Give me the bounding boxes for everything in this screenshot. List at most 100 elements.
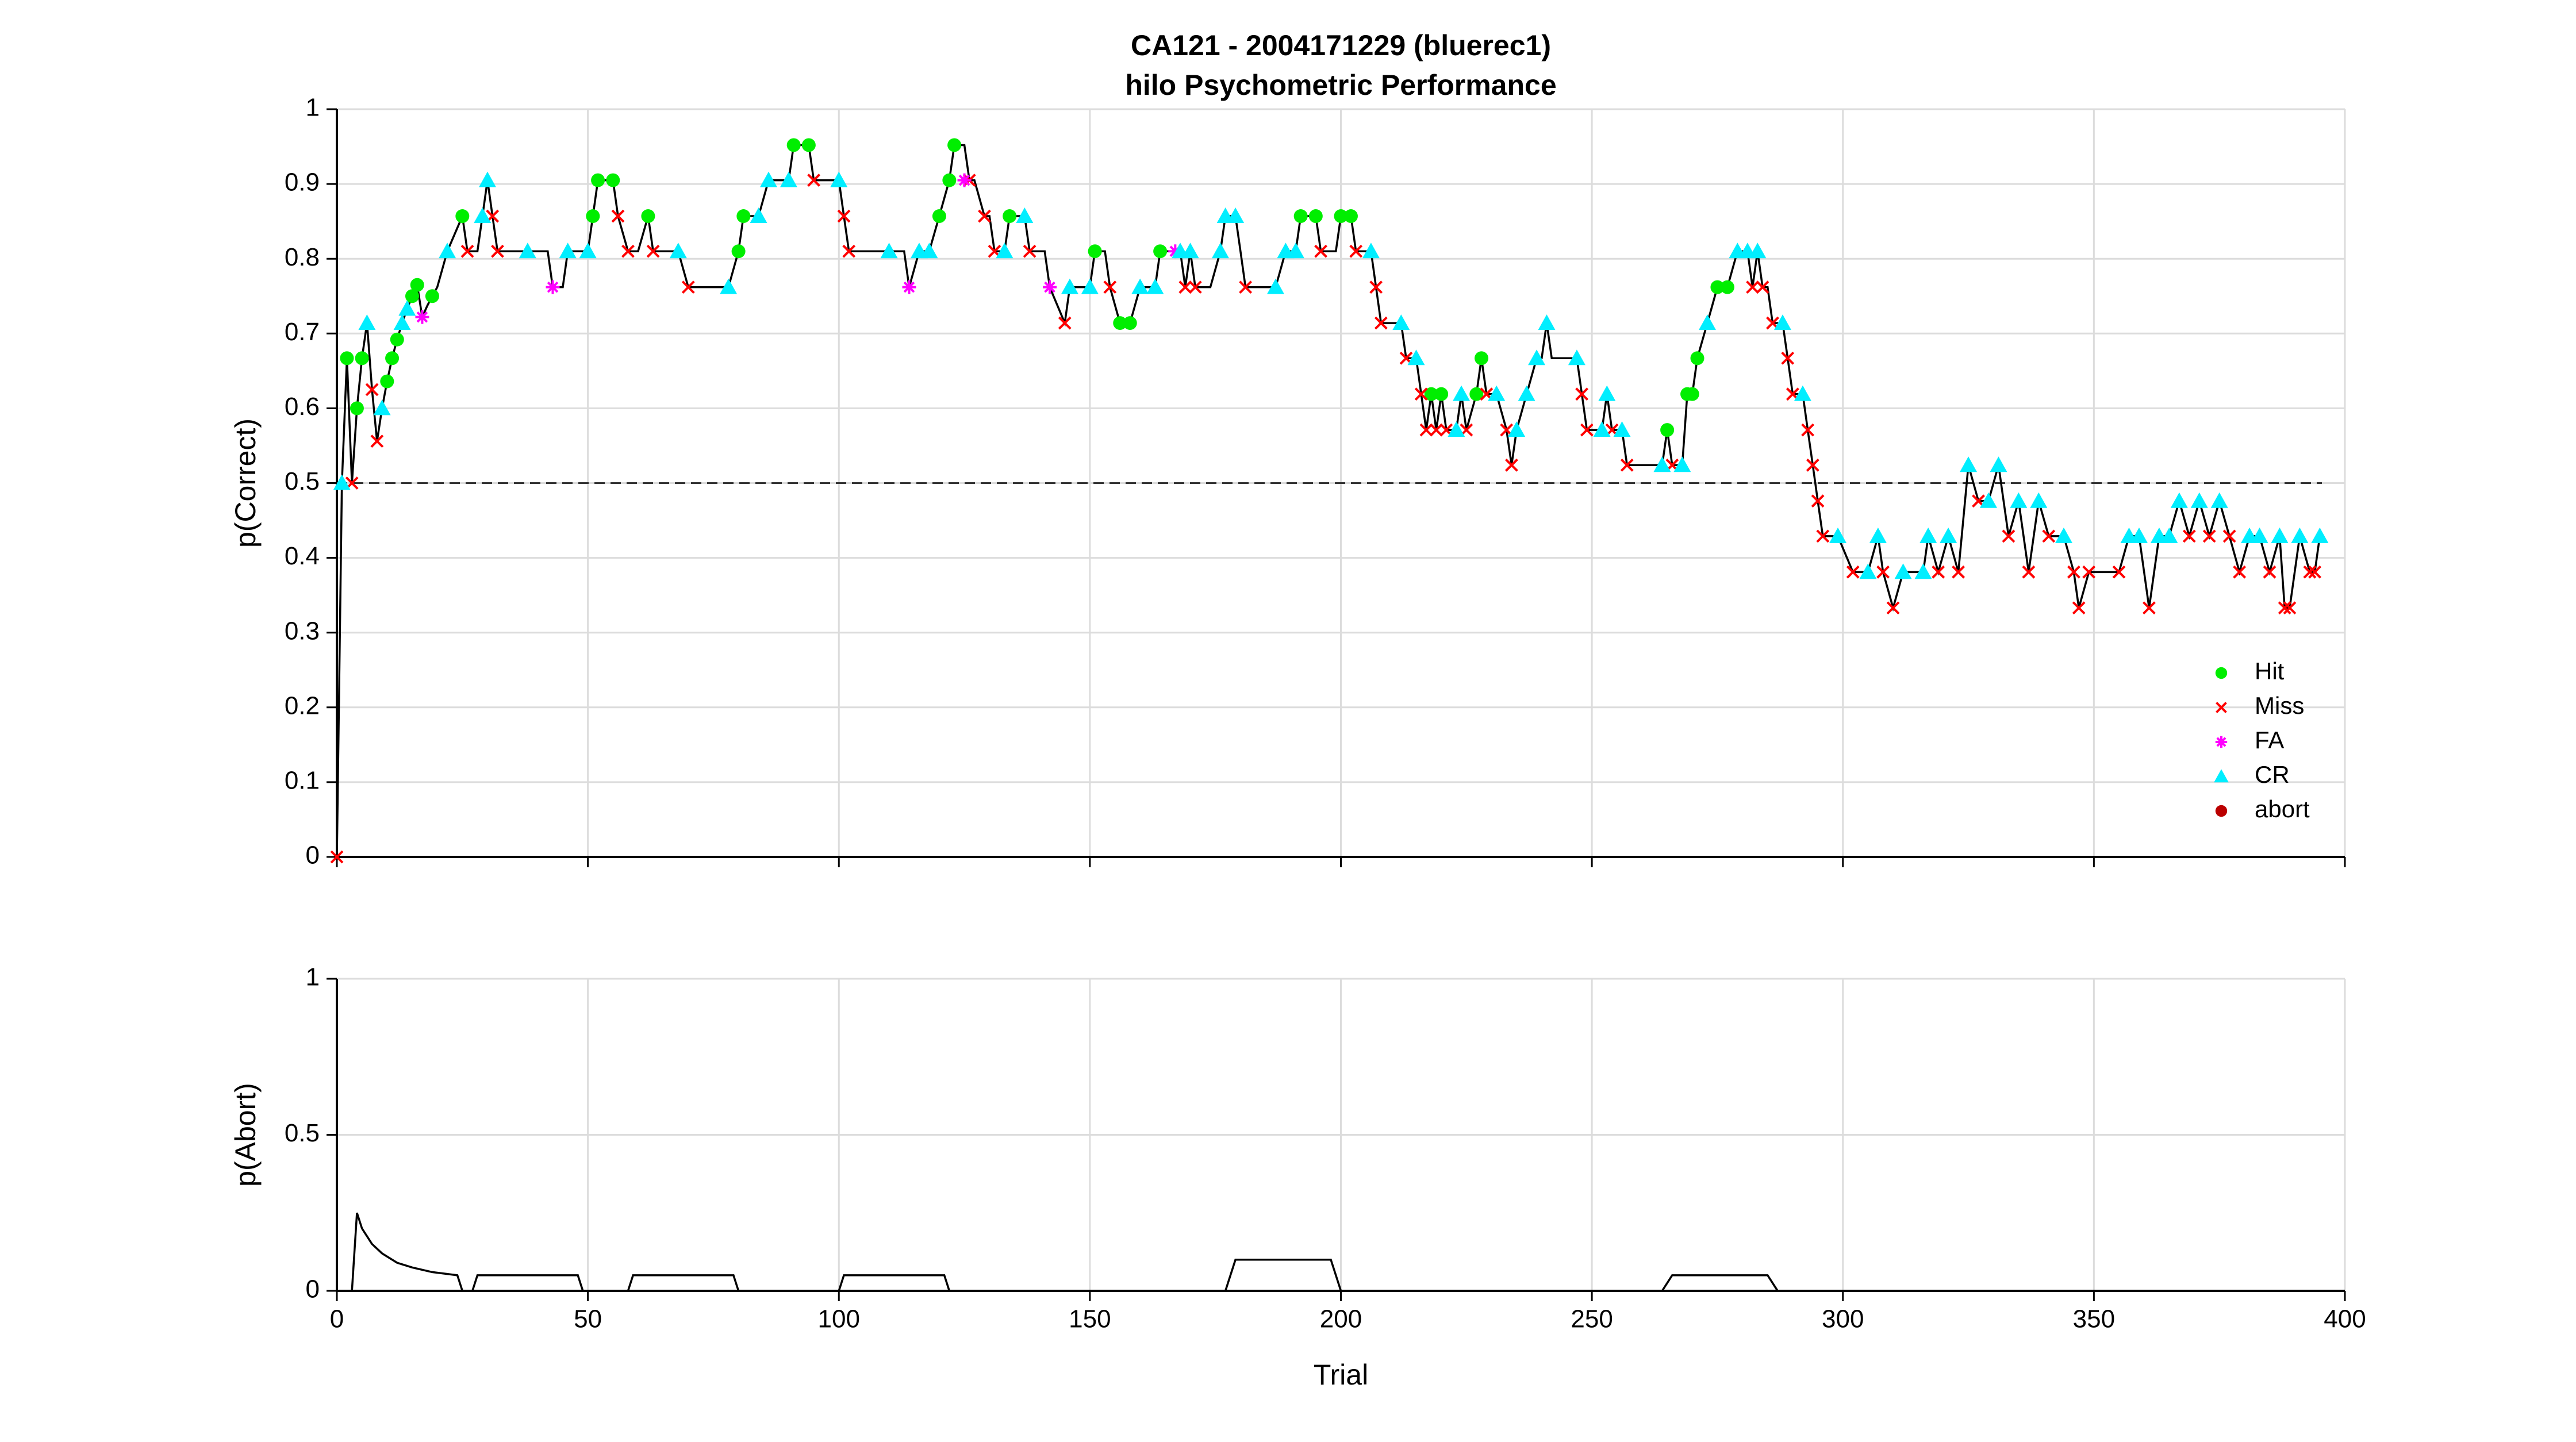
- data-point: [1362, 243, 1380, 259]
- data-point: [1003, 209, 1017, 224]
- legend-marker: [2215, 667, 2228, 679]
- data-point: [2143, 601, 2156, 615]
- data-point: [1081, 278, 1099, 294]
- data-point: [1990, 456, 2007, 472]
- legend-label: abort: [2255, 795, 2310, 822]
- data-point: [1508, 421, 1526, 437]
- data-point: [1374, 316, 1388, 330]
- data-point: [669, 243, 687, 259]
- data-point: [1058, 316, 1072, 330]
- data-point: [641, 209, 655, 224]
- y-tick-label: 0: [306, 1275, 320, 1303]
- data-point: [837, 209, 851, 223]
- data-point: [801, 138, 816, 152]
- data-point: [1343, 209, 1358, 224]
- data-point: [340, 351, 354, 366]
- legend-label: Miss: [2255, 692, 2304, 719]
- data-point: [1806, 458, 1819, 472]
- data-point: [1178, 280, 1192, 294]
- data-point: [1952, 565, 1965, 579]
- data-point: [559, 243, 577, 259]
- data-point: [1430, 423, 1443, 437]
- data-point: [611, 209, 625, 223]
- data-point: [2311, 527, 2329, 543]
- data-point: [1919, 527, 1937, 543]
- data-point: [546, 280, 560, 294]
- data-point: [957, 173, 972, 187]
- data-point: [1392, 314, 1410, 330]
- data-point: [1424, 387, 1438, 401]
- y-tick-label: 0.5: [285, 1119, 320, 1147]
- data-point: [1314, 244, 1327, 258]
- data-point: [1088, 244, 1102, 259]
- data-point: [1829, 527, 1847, 543]
- data-point: [2251, 527, 2268, 543]
- data-point: [731, 244, 746, 259]
- data-point: [1660, 423, 1675, 437]
- data-point: [1043, 280, 1057, 294]
- data-point: [1369, 280, 1383, 294]
- data-point: [398, 300, 416, 316]
- data-point: [646, 244, 660, 258]
- data-point: [621, 244, 635, 258]
- data-point: [2002, 529, 2016, 543]
- y-tick-label: 0.1: [285, 767, 320, 795]
- data-point: [2170, 492, 2188, 508]
- data-point: [1181, 243, 1199, 259]
- data-point: [2210, 492, 2228, 508]
- chart-subtitle: hilo Psychometric Performance: [1125, 69, 1556, 101]
- x-tick-label: 0: [330, 1305, 344, 1333]
- data-point: [1448, 421, 1465, 437]
- chart-title: CA121 - 2004171229 (bluerec1): [1131, 29, 1551, 61]
- data-point: [1593, 421, 1611, 437]
- y-axis-label: p(Correct): [229, 418, 262, 548]
- data-point: [350, 401, 364, 416]
- y-tick-label: 1: [306, 94, 320, 122]
- data-point: [2222, 529, 2236, 543]
- data-point: [2190, 492, 2208, 508]
- y-axis-label: p(Abort): [229, 1083, 262, 1187]
- data-point: [1113, 316, 1127, 330]
- data-point: [1598, 385, 1616, 401]
- data-point: [2082, 565, 2096, 579]
- data-point: [365, 383, 379, 397]
- data-point: [1211, 243, 1229, 259]
- data-point: [410, 278, 424, 292]
- x-tick-label: 50: [574, 1305, 602, 1333]
- data-point: [1746, 280, 1759, 294]
- data-point: [1308, 209, 1323, 224]
- data-point: [1453, 385, 1471, 401]
- data-point: [1568, 349, 1585, 366]
- data-point: [1349, 244, 1363, 258]
- data-point: [330, 850, 344, 864]
- data-point: [1756, 280, 1769, 294]
- data-point: [2130, 527, 2148, 543]
- data-point: [1518, 385, 1535, 401]
- data-point: [1979, 492, 1997, 508]
- x-tick-label: 200: [1320, 1305, 1362, 1333]
- data-point: [2182, 529, 2196, 543]
- x-tick-label: 350: [2073, 1305, 2115, 1333]
- data-point: [1528, 349, 1546, 366]
- data-point: [1475, 351, 1489, 366]
- data-point: [1227, 207, 1245, 224]
- data-point: [1188, 280, 1202, 294]
- legend-marker: [2216, 702, 2227, 713]
- data-point: [586, 209, 600, 224]
- data-point: [1168, 244, 1183, 259]
- data-point: [978, 209, 991, 223]
- legend-marker: [2214, 769, 2229, 783]
- data-point: [1773, 314, 1791, 330]
- data-point: [519, 243, 536, 259]
- data-point: [1266, 278, 1284, 294]
- data-point: [1685, 387, 1699, 401]
- data-point: [2022, 565, 2036, 579]
- data-point: [1419, 423, 1433, 437]
- data-point: [1801, 423, 1815, 437]
- data-point: [2303, 565, 2317, 579]
- data-point: [380, 374, 394, 389]
- data-point: [996, 243, 1013, 259]
- data-point: [942, 173, 957, 187]
- data-point: [807, 174, 821, 187]
